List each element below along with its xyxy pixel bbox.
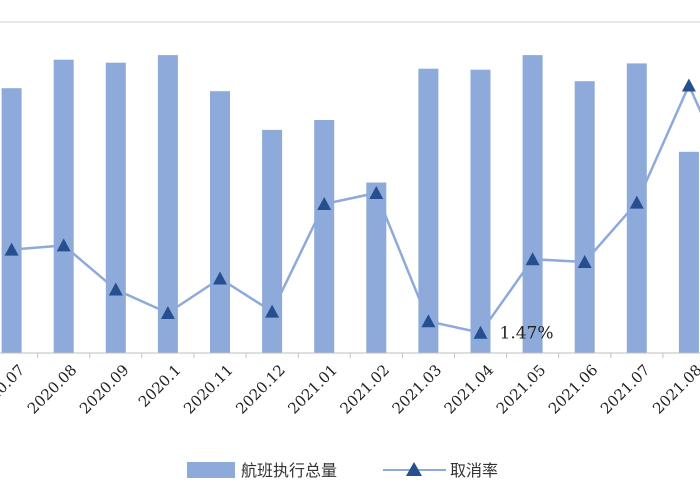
bar-series <box>1 55 699 354</box>
bar-2020.07 <box>1 88 22 353</box>
bar-2021.01 <box>314 120 335 353</box>
x-tick-label: 2020.09 <box>76 361 133 418</box>
cancel-rate-point-2021.01 <box>317 197 332 211</box>
legend-bar-label: 航班执行总量 <box>241 461 337 480</box>
line-series <box>4 78 700 339</box>
legend-triangle-marker <box>406 462 422 476</box>
x-tick-label: 2021.08 <box>649 361 700 418</box>
bar-2021.04 <box>470 69 491 353</box>
cancel-rate-point-2021.02 <box>369 186 384 200</box>
x-axis-ticks <box>37 353 664 358</box>
cancel-rate-point-2020.08 <box>56 238 71 252</box>
data-label-2021.04: 1.47% <box>500 324 554 344</box>
annotations: 1.47% <box>500 324 554 344</box>
x-tick-label: 2020.1 <box>135 361 185 411</box>
cancel-rate-point-2021.05 <box>525 252 540 266</box>
cancel-rate-point-2021.07 <box>629 195 644 209</box>
x-tick-label: 2020.08 <box>24 361 81 418</box>
bar-2020.09 <box>105 62 126 353</box>
legend-line-label: 取消率 <box>450 461 498 480</box>
x-tick-label: 2021.06 <box>545 361 602 418</box>
bar-2021.08 <box>678 151 699 353</box>
x-tick-label: 2020.12 <box>232 361 289 418</box>
cancel-rate-point-2020.07 <box>4 242 19 256</box>
cancel-rate-point-2020.11 <box>213 271 227 285</box>
bar-2020.11 <box>210 91 230 353</box>
bar-2021.02 <box>366 182 387 353</box>
x-tick-label: 2021.03 <box>389 361 446 418</box>
x-tick-label: 2020.07 <box>0 361 28 418</box>
cancel-rate-point-2021.08 <box>681 78 696 92</box>
x-tick-label: 2021.02 <box>336 361 393 418</box>
cancel-rate-point-2020.09 <box>108 282 123 296</box>
bar-2021.05 <box>522 55 543 353</box>
bar-2020.08 <box>53 59 74 353</box>
bar-2020.12 <box>262 129 283 353</box>
cancel-rate-point-2021.04 <box>473 325 488 339</box>
cancel-rate-point-2021.06 <box>577 254 592 268</box>
x-tick-label: 2021.07 <box>597 361 654 418</box>
x-tick-label: 2021.04 <box>441 361 498 418</box>
legend: 航班执行总量 取消率 <box>187 461 498 480</box>
x-tick-label: 2020.11 <box>180 361 237 418</box>
bar-2020.1 <box>157 55 178 353</box>
x-tick-label: 2021.01 <box>284 361 341 418</box>
cancel-rate-point-2021.03 <box>421 314 436 328</box>
x-tick-label: 2021.05 <box>493 361 550 418</box>
cancel-rate-point-2020.1 <box>160 306 175 320</box>
cancel-rate-point-2020.12 <box>265 304 280 318</box>
bar-2021.03 <box>418 68 439 353</box>
bar-2021.06 <box>574 81 595 353</box>
legend-bar-swatch <box>187 462 235 478</box>
